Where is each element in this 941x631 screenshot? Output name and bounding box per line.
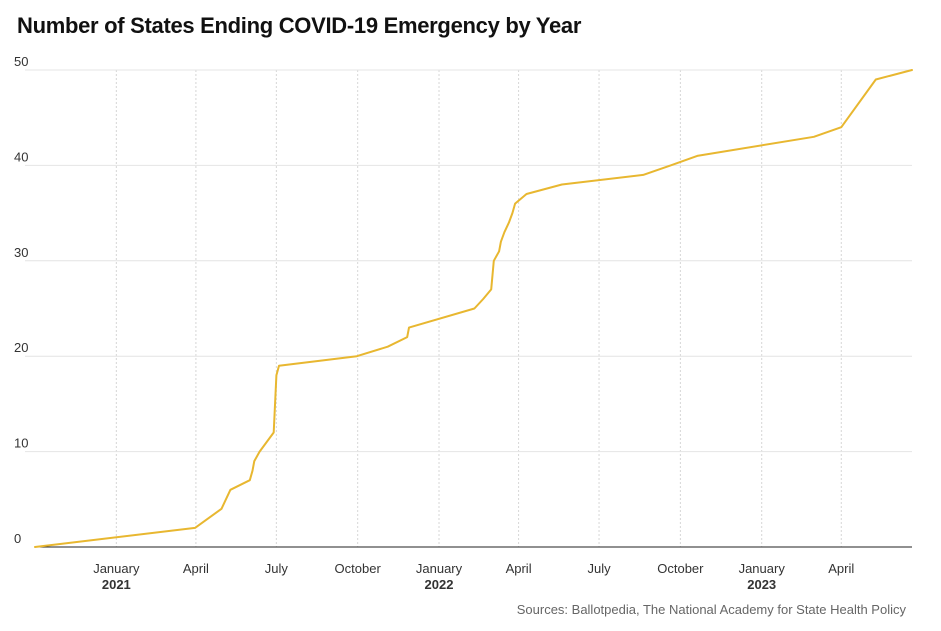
y-tick-label: 0 — [14, 531, 21, 546]
x-tick-label: January — [93, 561, 140, 576]
y-tick-label: 50 — [14, 54, 28, 69]
y-tick-label: 40 — [14, 149, 28, 164]
x-tick-label: October — [335, 561, 382, 576]
x-tick-label: July — [265, 561, 289, 576]
x-tick-year-label: 2021 — [102, 577, 131, 592]
x-tick-year-label: 2023 — [747, 577, 776, 592]
x-tick-label: April — [183, 561, 209, 576]
states-ending-line — [34, 69, 913, 548]
x-tick-label: April — [506, 561, 532, 576]
y-tick-label: 10 — [14, 436, 28, 451]
y-gridlines — [25, 69, 912, 453]
x-tick-year-label: 2022 — [425, 577, 454, 592]
x-tick-label: April — [828, 561, 854, 576]
x-tick-label: January — [416, 561, 463, 576]
x-tick-label: July — [587, 561, 611, 576]
y-tick-label: 20 — [14, 340, 28, 355]
source-note: Sources: Ballotpedia, The National Acade… — [516, 602, 906, 617]
x-gridlines — [115, 70, 842, 547]
y-tick-labels: 0 10 20 30 40 50 — [14, 54, 28, 546]
chart-title: Number of States Ending COVID-19 Emergen… — [17, 13, 582, 38]
x-tick-label: October — [657, 561, 704, 576]
y-tick-label: 30 — [14, 245, 28, 260]
x-tick-label: January — [739, 561, 786, 576]
